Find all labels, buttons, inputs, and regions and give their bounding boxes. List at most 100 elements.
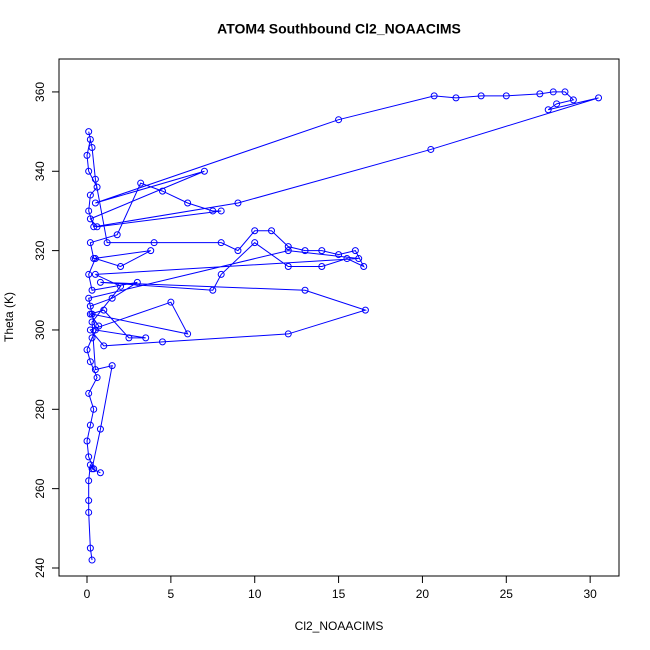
data-point — [284, 262, 292, 270]
data-point — [343, 255, 351, 263]
data-point — [452, 94, 460, 102]
x-tick-label: 5 — [168, 587, 175, 601]
data-point — [284, 330, 292, 338]
x-tick-label: 0 — [84, 587, 91, 601]
data-point — [217, 270, 225, 278]
data-point — [83, 151, 91, 159]
data-point — [200, 167, 208, 175]
data-point — [85, 167, 93, 175]
data-point — [267, 227, 275, 235]
data-point — [147, 247, 155, 255]
data-point — [117, 282, 125, 290]
data-point — [96, 425, 104, 433]
data-point — [85, 508, 93, 516]
data-point — [184, 199, 192, 207]
data-point — [477, 92, 485, 100]
data-point — [91, 175, 99, 183]
data-point — [91, 366, 99, 374]
data-point — [549, 88, 557, 96]
data-point — [85, 207, 93, 215]
data-point — [184, 330, 192, 338]
data-point — [351, 247, 359, 255]
data-point — [251, 227, 259, 235]
data-point — [108, 294, 116, 302]
data-point — [117, 262, 125, 270]
data-point — [430, 92, 438, 100]
data-point — [88, 318, 96, 326]
data-point — [90, 223, 98, 231]
data-point — [85, 389, 93, 397]
data-point — [100, 342, 108, 350]
plot-frame — [58, 58, 620, 577]
data-point — [158, 187, 166, 195]
data-point — [284, 247, 292, 255]
data-point — [318, 262, 326, 270]
data-point — [133, 278, 141, 286]
data-point — [536, 90, 544, 98]
data-point — [301, 247, 309, 255]
data-point — [502, 92, 510, 100]
data-point — [93, 183, 101, 191]
data-point — [100, 306, 108, 314]
data-point — [150, 239, 158, 247]
data-point — [86, 215, 94, 223]
data-point — [360, 262, 368, 270]
data-point — [284, 243, 292, 251]
data-point — [86, 421, 94, 429]
data-point — [85, 477, 93, 485]
data-point — [569, 96, 577, 104]
data-point — [85, 497, 93, 505]
data-point — [251, 239, 259, 247]
data-point — [85, 453, 93, 461]
data-point — [158, 338, 166, 346]
data-point — [88, 465, 96, 473]
data-point — [85, 270, 93, 278]
x-tick-label: 25 — [500, 587, 514, 601]
data-point — [86, 191, 94, 199]
data-point — [234, 199, 242, 207]
x-tick-label: 15 — [332, 587, 346, 601]
data-point — [217, 207, 225, 215]
y-tick-label: 280 — [33, 399, 47, 419]
data-point — [88, 286, 96, 294]
data-point — [108, 362, 116, 370]
data-point — [318, 247, 326, 255]
data-point — [427, 145, 435, 153]
data-point — [125, 334, 133, 342]
data-point — [335, 251, 343, 259]
data-point — [301, 286, 309, 294]
data-point — [85, 128, 93, 136]
data-point — [561, 88, 569, 96]
data-point — [93, 374, 101, 382]
y-tick-label: 300 — [33, 320, 47, 340]
data-point — [335, 116, 343, 124]
data-point — [91, 326, 99, 334]
y-tick-label: 240 — [33, 558, 47, 578]
y-tick-label: 320 — [33, 240, 47, 260]
y-tick-label: 260 — [33, 478, 47, 498]
data-point — [167, 298, 175, 306]
data-line — [86, 91, 599, 561]
y-tick-label: 360 — [33, 82, 47, 102]
data-point — [86, 358, 94, 366]
data-point — [85, 294, 93, 302]
data-point — [91, 270, 99, 278]
chart-title: ATOM4 Southbound Cl2_NOAACIMS — [217, 21, 461, 37]
data-point — [96, 278, 104, 286]
data-point — [361, 306, 369, 314]
data-point — [90, 255, 98, 263]
x-tick-label: 20 — [416, 587, 430, 601]
data-point — [103, 239, 111, 247]
data-point — [90, 405, 98, 413]
data-point — [595, 94, 603, 102]
data-point — [217, 239, 225, 247]
data-point — [209, 207, 217, 215]
x-tick-label: 30 — [583, 587, 597, 601]
x-axis-label: Cl2_NOAACIMS — [295, 619, 384, 633]
data-point — [88, 556, 96, 564]
data-point — [209, 286, 217, 294]
data-point — [96, 469, 104, 477]
data-point — [86, 302, 94, 310]
data-point — [88, 143, 96, 151]
